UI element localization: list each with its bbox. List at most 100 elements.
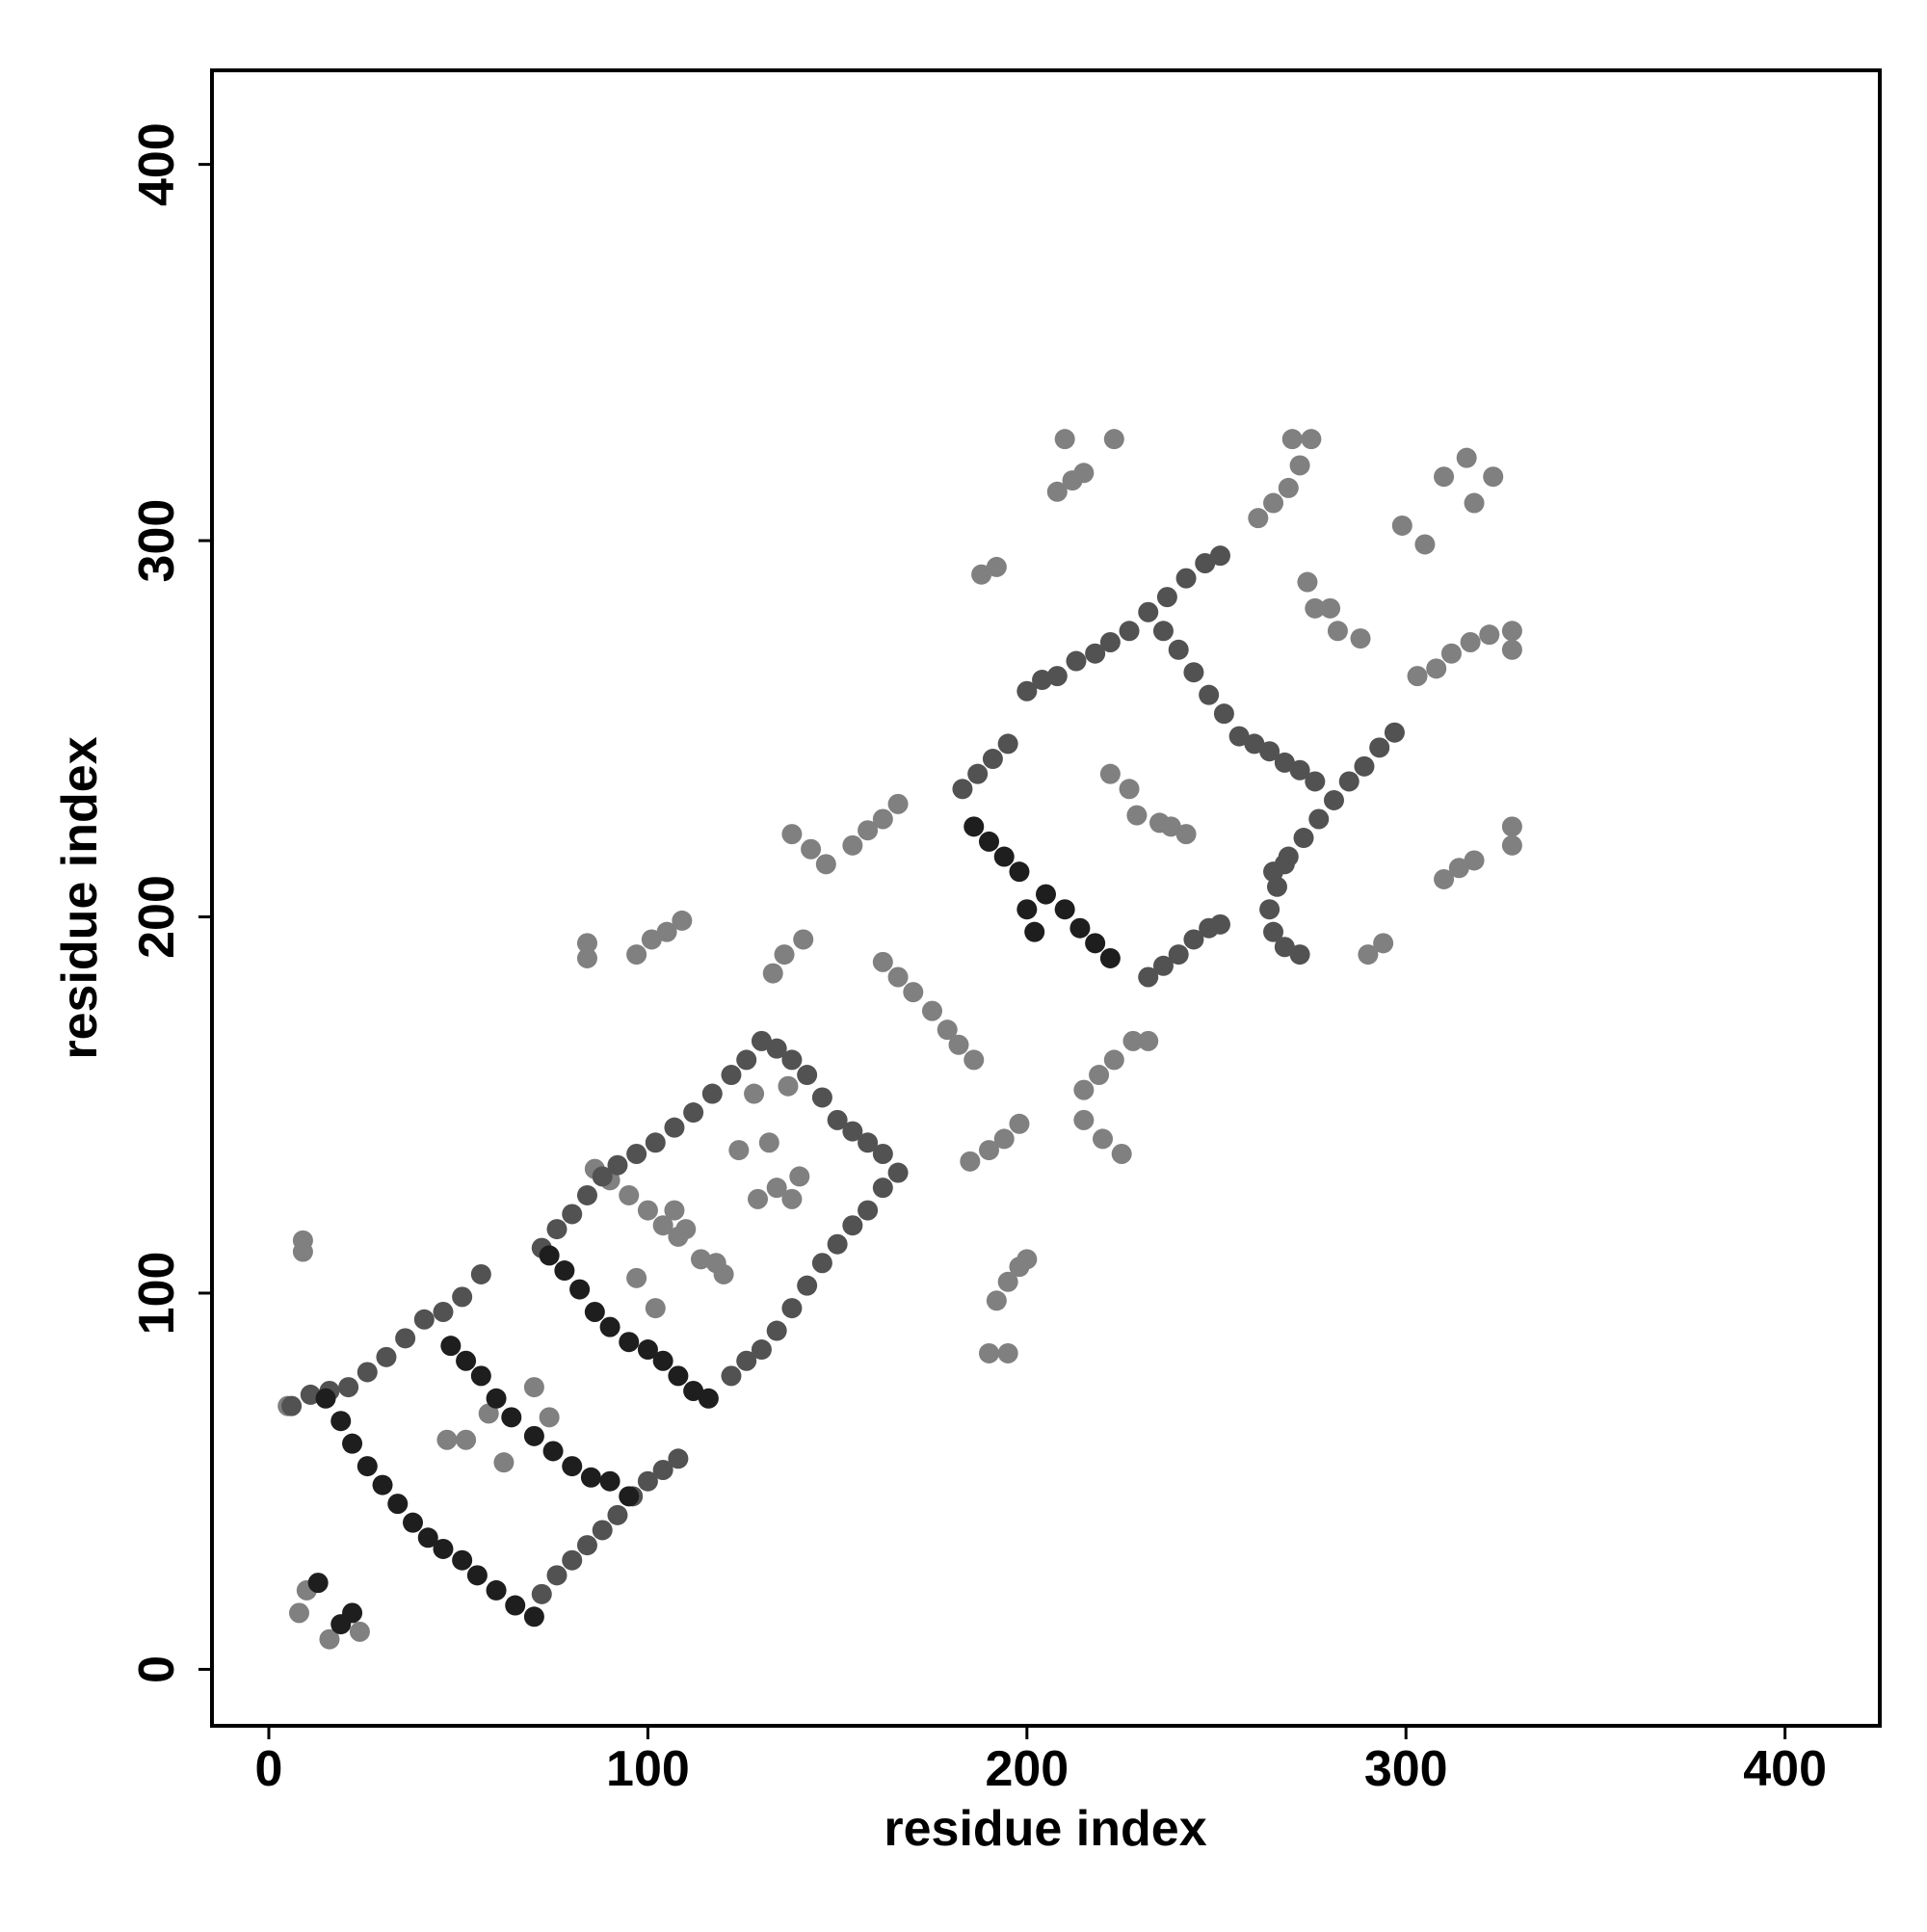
point [307,1573,329,1594]
point [1289,455,1310,476]
point [1501,834,1522,856]
point [1138,1030,1159,1051]
point [645,1132,666,1153]
point [1036,884,1056,905]
point [619,1486,640,1507]
point [607,1154,628,1176]
point [997,1342,1018,1363]
point [789,1166,810,1187]
point [1391,515,1412,536]
point [546,1219,568,1240]
point [964,816,985,837]
point [952,779,973,800]
point [903,982,924,1003]
point [751,1339,772,1361]
point [781,1298,803,1319]
point [797,1275,818,1296]
point [641,929,662,950]
point [1305,597,1326,619]
point [811,1087,832,1108]
point [815,854,836,875]
point [1032,670,1053,691]
point [1434,868,1455,889]
point [736,1350,757,1371]
point [766,1320,787,1341]
point [1289,759,1310,781]
x-tick-label: 0 [255,1741,283,1797]
point [1066,650,1087,672]
point [342,1433,363,1454]
point [531,1583,552,1604]
point [1046,666,1068,687]
point [619,1332,640,1353]
y-tick-label: 300 [129,499,185,583]
point [664,1117,685,1138]
x-tick-label: 100 [606,1741,690,1797]
point [1126,805,1148,826]
point [1448,858,1469,879]
point [978,1140,999,1161]
point [493,1452,515,1473]
point [562,1456,583,1477]
point [403,1512,424,1533]
point [872,951,893,972]
point [576,1535,597,1556]
point [664,1200,685,1221]
point [986,1290,1007,1311]
point [1183,662,1204,683]
point [997,1271,1018,1292]
point [569,1279,591,1300]
point [349,1621,370,1642]
point [967,763,989,784]
point [766,1038,787,1059]
point [440,1336,462,1357]
point [1354,755,1375,777]
point [964,1049,985,1071]
point [562,1204,583,1225]
point [1111,1144,1132,1165]
point [993,1128,1015,1150]
point [1099,631,1121,652]
point [1464,850,1485,871]
point [1009,1113,1030,1134]
y-tick-label: 400 [129,122,185,206]
point [1085,933,1106,954]
point [872,1178,893,1199]
point [1407,666,1428,687]
point [1358,944,1379,966]
point [1016,1249,1038,1270]
y-tick-label: 200 [129,875,185,959]
point [1263,921,1284,942]
point [986,556,1007,577]
point [1175,568,1197,589]
point [1248,508,1269,529]
point [858,1132,879,1153]
point [1301,429,1322,450]
point [546,1565,568,1586]
point [1138,601,1159,622]
point [978,1342,999,1363]
point [1479,624,1500,646]
point [698,1388,719,1409]
point [292,1230,313,1251]
point [827,1109,848,1130]
point [523,1425,544,1446]
point [1069,917,1091,939]
point [576,1184,597,1205]
point [781,1049,803,1071]
point [413,1309,435,1330]
x-tick-label: 200 [985,1741,1069,1797]
point [436,1429,458,1450]
point [599,1470,620,1492]
point [645,1298,666,1319]
point [542,1441,564,1462]
point [721,1365,742,1387]
point [744,1083,765,1104]
point [1373,933,1394,954]
point [713,1263,734,1284]
point [1384,722,1405,743]
point [395,1328,416,1349]
point [592,1166,613,1187]
